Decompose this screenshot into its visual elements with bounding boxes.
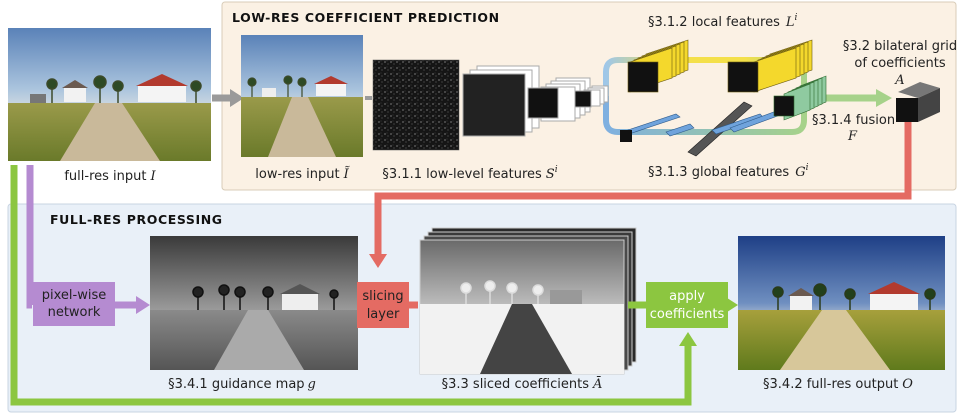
lowlevel-label: §3.1.1 low-level features <box>382 167 542 182</box>
red-arrowhead <box>369 254 387 268</box>
bilateral-symbol: A <box>894 73 904 88</box>
global-label: §3.1.3 global features <box>648 165 789 180</box>
bilateral-label-2: of coefficients <box>854 56 945 71</box>
apply-label-2: coefficients <box>650 307 725 322</box>
global-superscript: i <box>806 163 809 173</box>
guidance-map-image <box>150 236 358 370</box>
guidance-label: §3.4.1 guidance map <box>168 377 304 392</box>
fullres-title: FULL-RES PROCESSING <box>50 212 223 227</box>
lowres-title: LOW-RES COEFFICIENT PREDICTION <box>232 10 500 25</box>
sliced-label: §3.3 sliced coefficients <box>442 377 590 392</box>
apply-coefficients-box <box>646 282 728 328</box>
purple-connector <box>26 165 34 309</box>
pixelwise-label-2: network <box>48 305 101 320</box>
fullres-output-image <box>738 236 945 370</box>
global-symbol: G <box>795 165 805 180</box>
fusion-label: §3.1.4 fusion <box>812 113 895 128</box>
green-connector-bottom <box>10 165 692 406</box>
lowlevel-superscript: i <box>555 165 558 175</box>
bilateral-grid-cube <box>896 82 940 122</box>
sliced-coefficients-stack <box>419 227 637 375</box>
local-label: §3.1.2 local features <box>648 15 780 30</box>
lowres-input-image <box>241 35 363 157</box>
local-superscript: i <box>794 13 797 23</box>
fullres-input-symbol: I <box>150 169 157 184</box>
slicing-label-1: slicing <box>362 289 403 304</box>
slicing-label-2: layer <box>367 307 400 322</box>
purple-arrowhead <box>136 296 150 314</box>
output-label: §3.4.2 full-res output <box>763 377 898 392</box>
red-connector <box>374 122 912 255</box>
slicing-layer-box <box>357 282 409 328</box>
lowlevel-features-stack <box>372 59 609 151</box>
apply-label-1: apply <box>669 289 705 304</box>
sliced-symbol: Ā <box>592 376 602 392</box>
lowlevel-symbol: S <box>546 167 555 182</box>
output-symbol: O <box>902 377 913 392</box>
lowres-input-symbol: Ĩ <box>343 166 351 182</box>
local-features-stacks <box>627 39 813 93</box>
gray-arrowhead <box>230 89 244 107</box>
fullres-input-image <box>8 28 211 161</box>
lowres-input-label: low-res input <box>255 167 339 182</box>
fusion-arrowhead <box>876 89 892 107</box>
pixelwise-label-1: pixel-wise <box>42 288 106 303</box>
green-arrowhead-apply <box>679 332 697 346</box>
bilateral-label-1: §3.2 bilateral grid <box>843 39 957 54</box>
fusion-stack <box>773 75 827 121</box>
guidance-symbol: g <box>308 377 316 392</box>
fusion-symbol: F <box>847 129 858 144</box>
fullres-input-label: full-res input <box>64 169 146 184</box>
local-symbol: L <box>785 15 795 30</box>
global-path <box>603 96 807 135</box>
pixelwise-network-box <box>33 282 115 326</box>
green-arrowhead-output <box>724 296 738 314</box>
